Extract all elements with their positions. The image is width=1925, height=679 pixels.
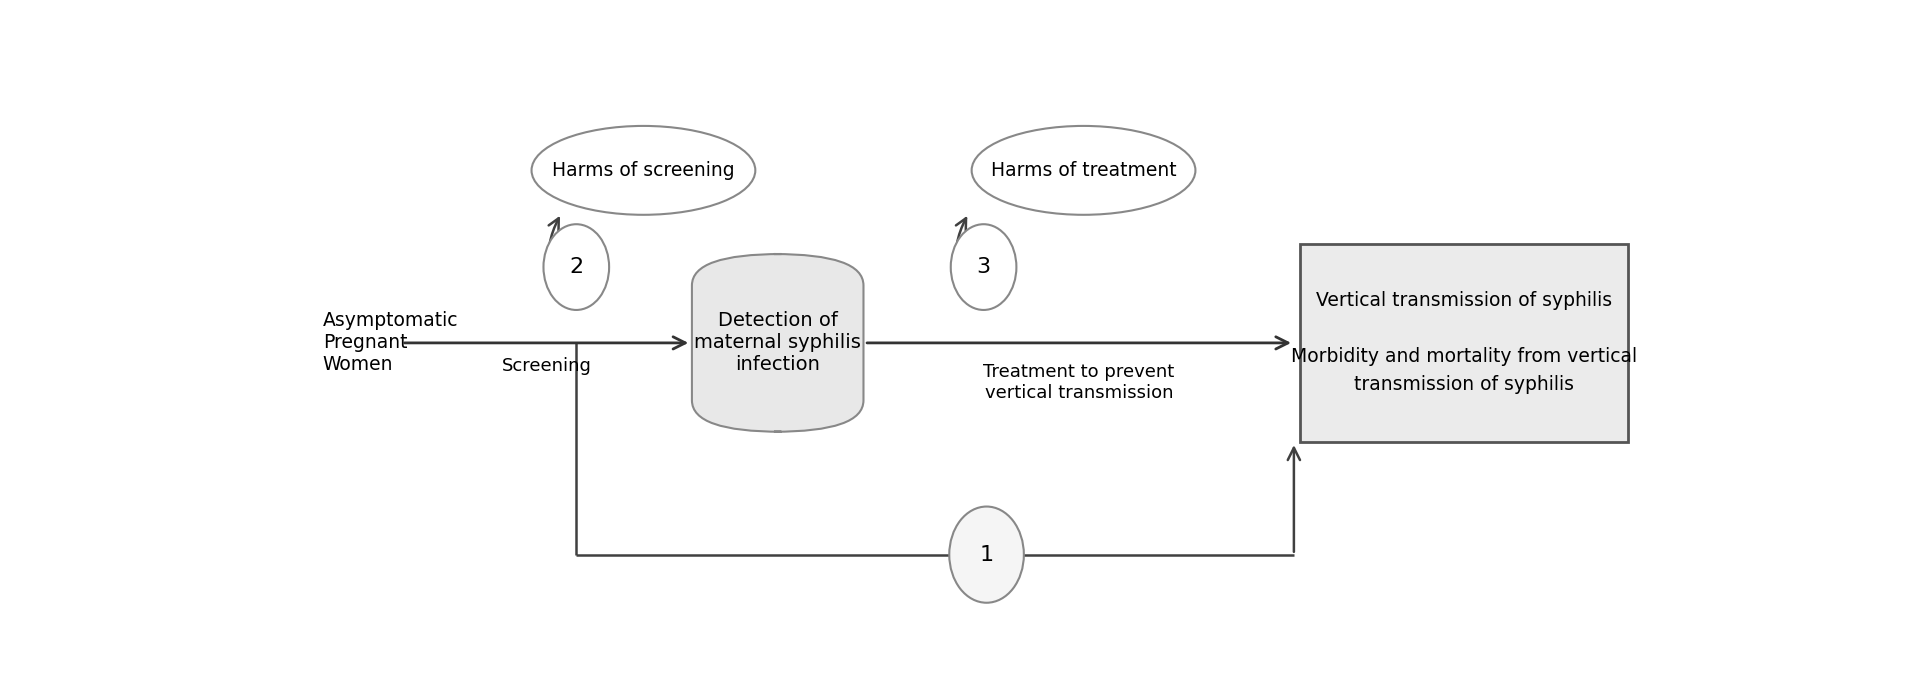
Ellipse shape (972, 126, 1195, 215)
Text: Treatment to prevent
vertical transmission: Treatment to prevent vertical transmissi… (984, 363, 1174, 401)
Text: Detection of
maternal syphilis
infection: Detection of maternal syphilis infection (695, 312, 860, 374)
Ellipse shape (531, 126, 755, 215)
Text: Harms of treatment: Harms of treatment (991, 161, 1176, 180)
Text: Vertical transmission of syphilis

Morbidity and mortality from vertical
transmi: Vertical transmission of syphilis Morbid… (1292, 291, 1636, 394)
Text: 1: 1 (980, 545, 993, 565)
FancyBboxPatch shape (691, 254, 864, 432)
Ellipse shape (951, 224, 1016, 310)
Text: Asymptomatic
Pregnant
Women: Asymptomatic Pregnant Women (323, 312, 458, 374)
Text: 2: 2 (570, 257, 583, 277)
Text: Screening: Screening (502, 357, 591, 375)
Text: 3: 3 (976, 257, 991, 277)
Ellipse shape (949, 507, 1024, 603)
Ellipse shape (543, 224, 608, 310)
Bar (1299, 244, 1629, 442)
Text: Harms of screening: Harms of screening (552, 161, 735, 180)
